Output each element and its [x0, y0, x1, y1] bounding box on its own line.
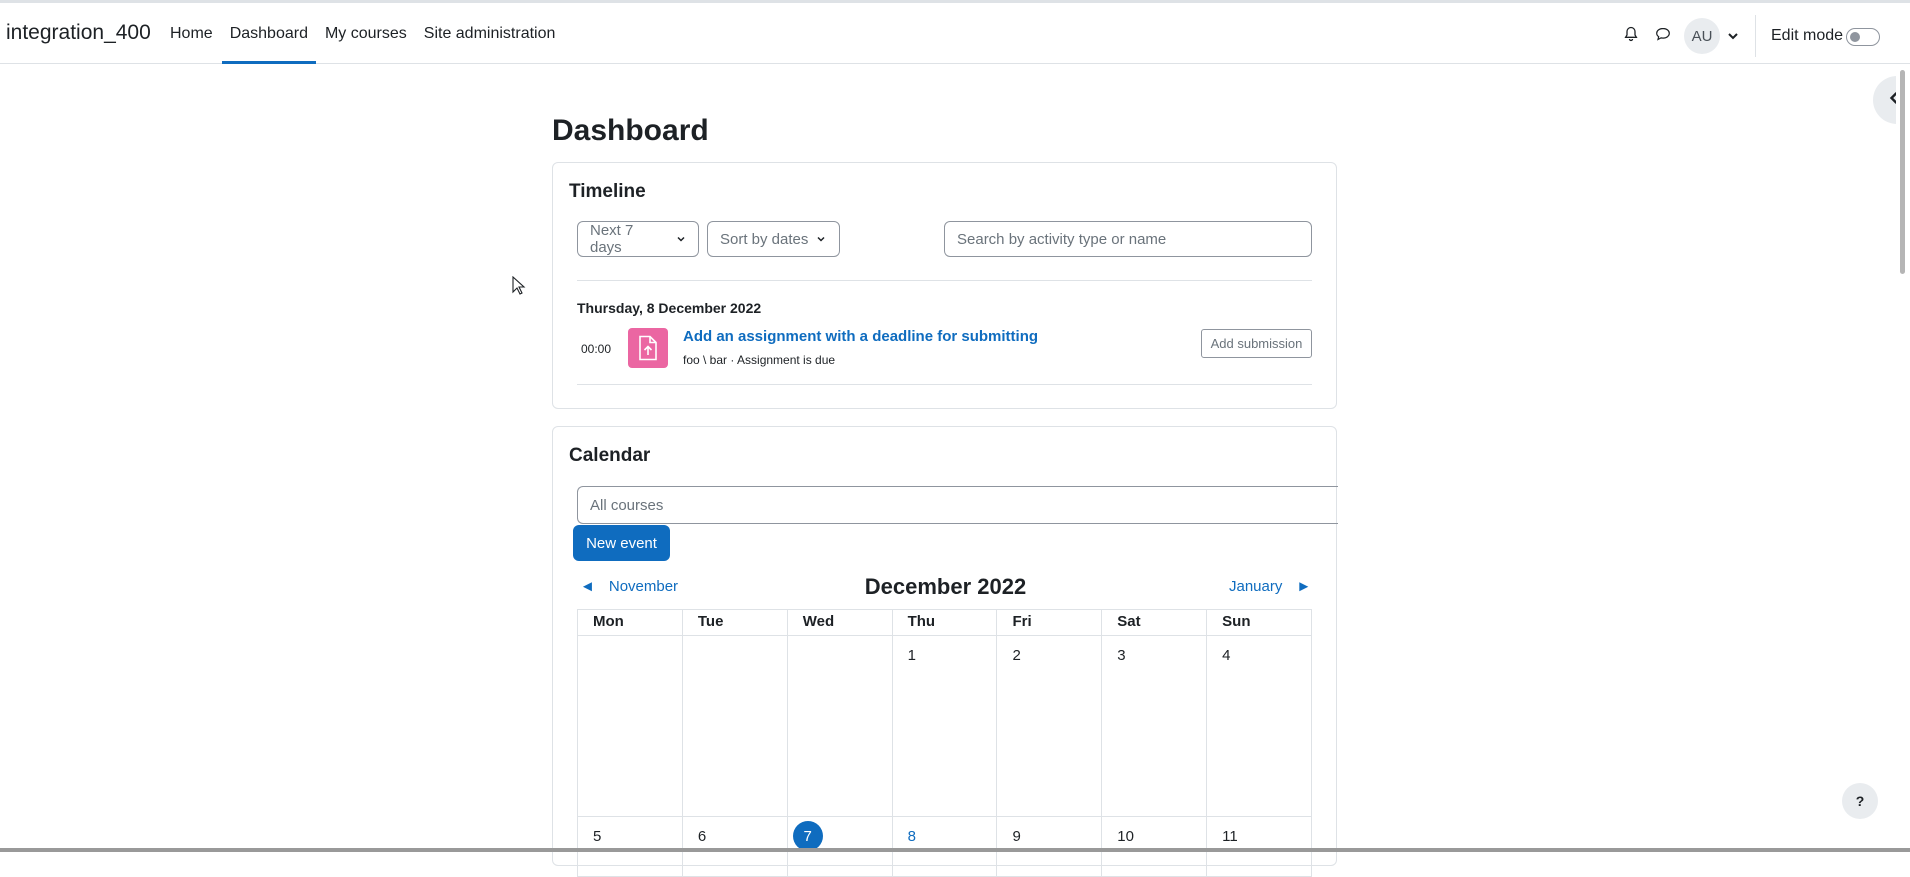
site-name[interactable]: integration_400 [6, 21, 151, 44]
file-upload-icon [628, 328, 668, 368]
event-time: 00:00 [581, 342, 612, 356]
event-meta: foo \ bar · Assignment is due [683, 353, 836, 367]
mouse-cursor-icon [512, 275, 526, 301]
timeline-title: Timeline [569, 181, 646, 202]
chevron-down-icon [816, 231, 826, 248]
weekday-sun: Sun [1207, 610, 1313, 636]
next-month-label: January [1229, 578, 1283, 595]
timeline-sort[interactable]: Sort by dates [707, 221, 840, 257]
weekday-sat: Sat [1102, 610, 1208, 636]
weekday-thu: Thu [892, 610, 998, 636]
calendar-day[interactable]: 1 [892, 636, 998, 817]
divider [577, 280, 1312, 281]
today-marker[interactable]: 7 [792, 821, 823, 851]
scrollbar-thumb[interactable] [1900, 70, 1905, 274]
nav-divider [1755, 15, 1756, 57]
weekday-fri: Fri [997, 610, 1103, 636]
nav-item-site-administration[interactable]: Site administration [423, 25, 556, 42]
calendar-day[interactable]: 3 [1102, 636, 1208, 817]
page-title: Dashboard [552, 114, 709, 147]
course-filter-select[interactable]: All courses [577, 486, 1338, 524]
toggle-knob [1850, 32, 1860, 42]
day-link[interactable]: 8 [907, 828, 916, 845]
weekday-mon: Mon [578, 610, 683, 636]
calendar-week: 5 6 7 8 9 10 11 [578, 817, 1313, 877]
nav-item-dashboard[interactable]: Dashboard [221, 3, 317, 64]
day-filter-label: Next 7 days [590, 222, 634, 256]
weekday-wed: Wed [787, 610, 893, 636]
calendar-week: 1 2 3 4 [578, 636, 1313, 817]
bottom-edge [0, 848, 1910, 852]
calendar-day[interactable]: 11 [1207, 817, 1313, 877]
calendar-day[interactable]: 10 [1102, 817, 1208, 877]
weekday-header: Mon Tue Wed Thu Fri Sat Sun [578, 610, 1313, 636]
next-month-link[interactable]: January ► [1229, 578, 1311, 595]
calendar-block: Calendar All courses New event ◄ Novembe… [552, 426, 1338, 877]
avatar[interactable]: AU [1684, 18, 1720, 54]
add-submission-button[interactable]: Add submission [1201, 329, 1312, 358]
triangle-left-icon: ◄ [580, 578, 595, 595]
calendar-day[interactable] [682, 636, 788, 817]
primary-navigation: Home Dashboard My courses Site administr… [162, 3, 564, 64]
page-scrollbar[interactable] [1896, 64, 1910, 852]
chat-icon[interactable] [1650, 21, 1676, 47]
edit-mode-label: Edit mode [1771, 27, 1844, 44]
timeline-day-filter[interactable]: Next 7 days [577, 221, 699, 257]
prev-month-label: November [608, 578, 679, 595]
edit-mode-toggle[interactable] [1846, 28, 1880, 46]
calendar-day[interactable]: 6 [682, 817, 788, 877]
timeline-date-heading: Thursday, 8 December 2022 [577, 300, 762, 316]
triangle-right-icon: ► [1296, 578, 1312, 595]
calendar-day[interactable]: 2 [997, 636, 1103, 817]
calendar-day[interactable]: 5 [578, 817, 683, 877]
new-event-button[interactable]: New event [573, 525, 670, 561]
event-link[interactable]: Add an assignment with a deadline for su… [683, 328, 1039, 345]
calendar-day-with-event[interactable]: 8 [892, 817, 998, 877]
calendar-day[interactable] [787, 636, 893, 817]
chevron-down-icon[interactable] [1726, 29, 1740, 43]
calendar-grid: Mon Tue Wed Thu Fri Sat Sun 1 2 3 4 5 6 … [577, 609, 1313, 877]
calendar-title: Calendar [569, 445, 651, 466]
timeline-block: Timeline Next 7 days Sort by dates Thurs… [552, 162, 1337, 409]
month-title: December 2022 [864, 574, 1027, 599]
bell-icon[interactable] [1618, 21, 1644, 47]
calendar-day[interactable] [578, 636, 683, 817]
calendar-day-today[interactable]: 7 [787, 817, 893, 877]
calendar-day[interactable]: 9 [997, 817, 1103, 877]
calendar-day[interactable]: 4 [1207, 636, 1313, 817]
timeline-search-input[interactable] [944, 221, 1312, 257]
sort-label: Sort by dates [720, 230, 809, 248]
chevron-down-icon [676, 231, 686, 248]
chevron-left-icon [1887, 91, 1901, 110]
nav-item-home[interactable]: Home [170, 25, 213, 42]
top-navbar: integration_400 Home Dashboard My course… [0, 0, 1910, 64]
weekday-tue: Tue [682, 610, 788, 636]
help-button[interactable]: ? [1842, 783, 1878, 819]
prev-month-link[interactable]: ◄ November [580, 578, 678, 595]
nav-item-my-courses[interactable]: My courses [324, 25, 407, 42]
divider [577, 384, 1312, 385]
